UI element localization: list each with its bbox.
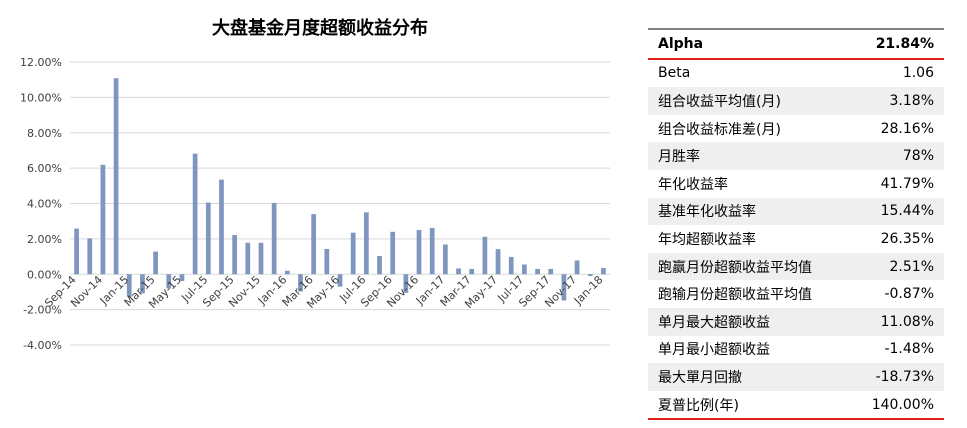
bar — [205, 202, 211, 275]
stats-row: 夏普比例(年) 140.00% — [648, 390, 944, 421]
y-tick-label: -2.00% — [23, 304, 62, 317]
stats-row-value: 26.35% — [880, 230, 934, 247]
bar — [284, 270, 290, 275]
bar — [495, 249, 501, 275]
stats-row: 年化收益率 41.79% — [648, 170, 944, 198]
y-tick-label: 0.00% — [27, 268, 62, 281]
stats-row-label: Beta — [658, 65, 691, 82]
bar — [377, 256, 382, 275]
y-tick-label: 2.00% — [27, 233, 62, 246]
bar — [219, 179, 224, 275]
stats-row: 跑输月份超额收益平均值 -0.87% — [648, 280, 944, 308]
stats-row-label: 组合收益平均值(月) — [648, 87, 849, 115]
stats-row-label: 基准年化收益率 — [648, 197, 849, 226]
bar — [429, 227, 435, 275]
bar — [548, 268, 554, 275]
stats-row-label: 跑赢月份超额收益平均值 — [648, 252, 849, 281]
bar — [126, 274, 132, 297]
bar — [601, 268, 606, 275]
stats-panel: Alpha 21.84% Beta 1.06 组合收益平均值(月) 3.18% 组合收益… — [648, 28, 944, 421]
bar — [456, 268, 461, 275]
bar — [179, 274, 185, 281]
stats-row: 单月最大超额收益 11.08% — [648, 307, 944, 336]
bar — [416, 230, 422, 275]
bar — [403, 274, 409, 293]
bar — [113, 78, 119, 275]
bar — [74, 228, 79, 275]
stats-row-label: 月胜率 — [648, 142, 849, 170]
stats-row-value: 3.18% — [848, 87, 944, 115]
stats-row: 基准年化收益率 15.44% — [648, 197, 944, 226]
stats-row-label: 组合收益标准差(月) — [658, 121, 781, 138]
y-tick-label: 8.00% — [27, 127, 62, 140]
y-tick-label: 10.00% — [20, 91, 62, 104]
bar-chart: -4.00% -2.00% 0.00% 2.00% 4.00% 6.00% 8.00% 10.… — [20, 56, 610, 352]
stats-header-label: Alpha — [648, 28, 849, 60]
bar — [245, 242, 251, 275]
stats-row-value: 2.51% — [848, 252, 944, 281]
stats-row-value: 140.00% — [848, 390, 944, 421]
bar — [258, 242, 264, 275]
stats-row: 组合收益平均值(月) 3.18% — [648, 87, 944, 115]
stats-row-label: 夏普比例(年) — [648, 390, 849, 421]
x-tick-label: Jan-18 — [571, 273, 606, 308]
stats-row: 单月最小超额收益 -1.48% — [648, 336, 944, 364]
stats-row: 组合收益标准差(月) 28.16% — [648, 115, 944, 143]
stats-row-value: 1.06 — [902, 65, 934, 82]
y-tick-label: 12.00% — [20, 56, 62, 69]
bar — [271, 202, 277, 275]
bar — [482, 236, 488, 275]
y-tick-label: -4.00% — [23, 339, 62, 352]
stats-row-label: 单月最大超额收益 — [648, 307, 849, 336]
stats-row-label: 最大單月回撤 — [648, 363, 849, 391]
stats-row: 跑赢月份超额收益平均值 2.51% — [648, 252, 944, 281]
bar — [337, 274, 343, 287]
stats-header-value: 21.84% — [848, 28, 944, 60]
bar — [232, 234, 238, 275]
chart-title: 大盘基金月度超额收益分布 — [212, 18, 428, 39]
bar — [561, 274, 567, 301]
stats-row: 月胜率 78% — [648, 142, 944, 170]
stats-row-label: 年化收益率 — [658, 176, 728, 193]
bar — [442, 244, 448, 275]
stats-row-value: 15.44% — [848, 197, 944, 226]
bar — [140, 274, 145, 294]
stats-table: Alpha 21.84% Beta 1.06 组合收益平均值(月) 3.18% 组合收益… — [648, 28, 944, 421]
bar — [192, 153, 198, 275]
bar — [574, 260, 580, 275]
stats-row: 最大單月回撤 -18.73% — [648, 363, 944, 391]
bar — [324, 248, 330, 275]
stats-header-row: Alpha 21.84% — [648, 28, 944, 60]
stats-row: Beta 1.06 — [648, 59, 944, 88]
bar — [350, 232, 356, 275]
stats-row-value: 78% — [848, 142, 944, 170]
stats-row-label: 年均超额收益率 — [658, 231, 756, 248]
bar — [87, 238, 93, 275]
y-tick-label: 4.00% — [27, 198, 62, 211]
stats-row-value: 28.16% — [880, 120, 934, 137]
bar — [522, 264, 527, 275]
y-tick-label: 6.00% — [27, 162, 62, 175]
bar — [535, 268, 540, 275]
stats-row-value: -1.48% — [884, 341, 934, 358]
bar — [390, 231, 396, 275]
stats-row-label: 单月最小超额收益 — [658, 342, 770, 359]
bar — [100, 164, 106, 275]
stats-row-value: -18.73% — [848, 363, 944, 391]
bar — [508, 256, 514, 275]
stats-row-label: 跑输月份超额收益平均值 — [658, 287, 812, 304]
bar — [587, 274, 593, 277]
bar — [469, 268, 475, 275]
bar — [153, 251, 158, 275]
bar — [311, 214, 317, 275]
stats-row-value: 41.79% — [880, 175, 934, 192]
bar — [166, 274, 172, 289]
stats-row: 年均超额收益率 26.35% — [648, 225, 944, 253]
bar — [298, 274, 303, 292]
stats-row-value: -0.87% — [884, 286, 934, 303]
stats-row-value: 11.08% — [848, 307, 944, 336]
bar — [363, 212, 369, 275]
chart-area: 大盘基金月度超额收益分布 -4.00% -2.00% 0.00% 2.00% 4.00%… — [20, 18, 610, 352]
